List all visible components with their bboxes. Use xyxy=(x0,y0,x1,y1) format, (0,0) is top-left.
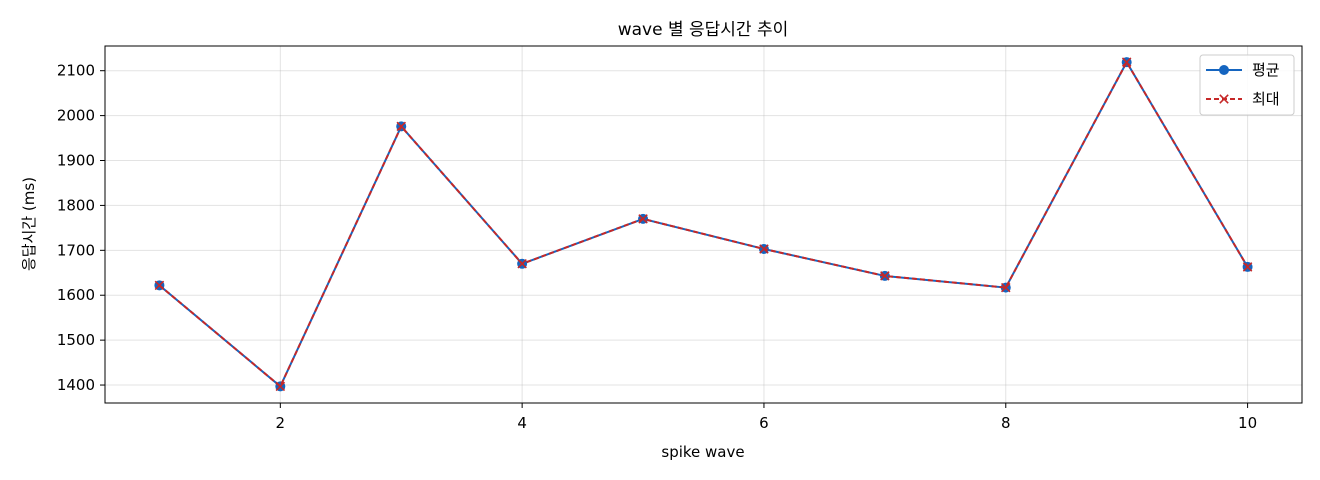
data-point xyxy=(759,244,769,254)
legend-label: 최대 xyxy=(1252,90,1280,108)
series-line xyxy=(158,60,1249,388)
data-point xyxy=(396,121,406,132)
y-axis-ticks: 1400 1500 1600 1700 1800 1900 2000 2100 xyxy=(57,62,105,394)
y-tick-label: 1900 xyxy=(57,152,95,170)
data-point xyxy=(638,214,648,224)
data-point xyxy=(1242,262,1253,272)
data-point xyxy=(880,271,890,281)
y-tick-label: 1700 xyxy=(57,241,95,259)
x-tick-label: 8 xyxy=(1001,414,1011,432)
data-point xyxy=(275,381,286,392)
plot-frame xyxy=(104,45,1303,404)
series-line xyxy=(158,60,1249,388)
y-tick-label: 1500 xyxy=(57,331,95,349)
y-tick-label: 1800 xyxy=(57,196,95,214)
legend-item: 최대 xyxy=(1206,90,1280,108)
data-point xyxy=(154,280,165,291)
x-tick-label: 2 xyxy=(276,414,286,432)
series-layer xyxy=(154,57,1253,392)
legend-marker-sample xyxy=(1219,94,1229,104)
series-1 xyxy=(154,57,1253,392)
y-tick-label: 2000 xyxy=(57,107,95,125)
x-tick-label: 6 xyxy=(759,414,769,432)
legend-item: 평균 xyxy=(1206,61,1280,79)
x-tick-label: 4 xyxy=(517,414,527,432)
legend-box xyxy=(1199,54,1295,116)
data-point xyxy=(1001,282,1011,293)
chart-title: wave 별 응답시간 추이 xyxy=(618,20,789,40)
y-tick-label: 1400 xyxy=(57,376,95,394)
y-tick-label: 2100 xyxy=(57,62,95,80)
x-axis-label: spike wave xyxy=(661,443,744,461)
data-point xyxy=(517,259,527,269)
y-tick-label: 1600 xyxy=(57,286,95,304)
data-point xyxy=(1121,57,1132,67)
legend-label: 평균 xyxy=(1252,61,1280,79)
series-2 xyxy=(154,57,1253,392)
x-tick-label: 10 xyxy=(1238,414,1257,432)
x-axis-ticks: 2 4 6 8 10 xyxy=(276,403,1257,432)
y-axis-label: 응답시간 (ms) xyxy=(20,177,38,271)
grid xyxy=(105,46,1302,403)
legend-marker-sample xyxy=(1219,65,1229,75)
